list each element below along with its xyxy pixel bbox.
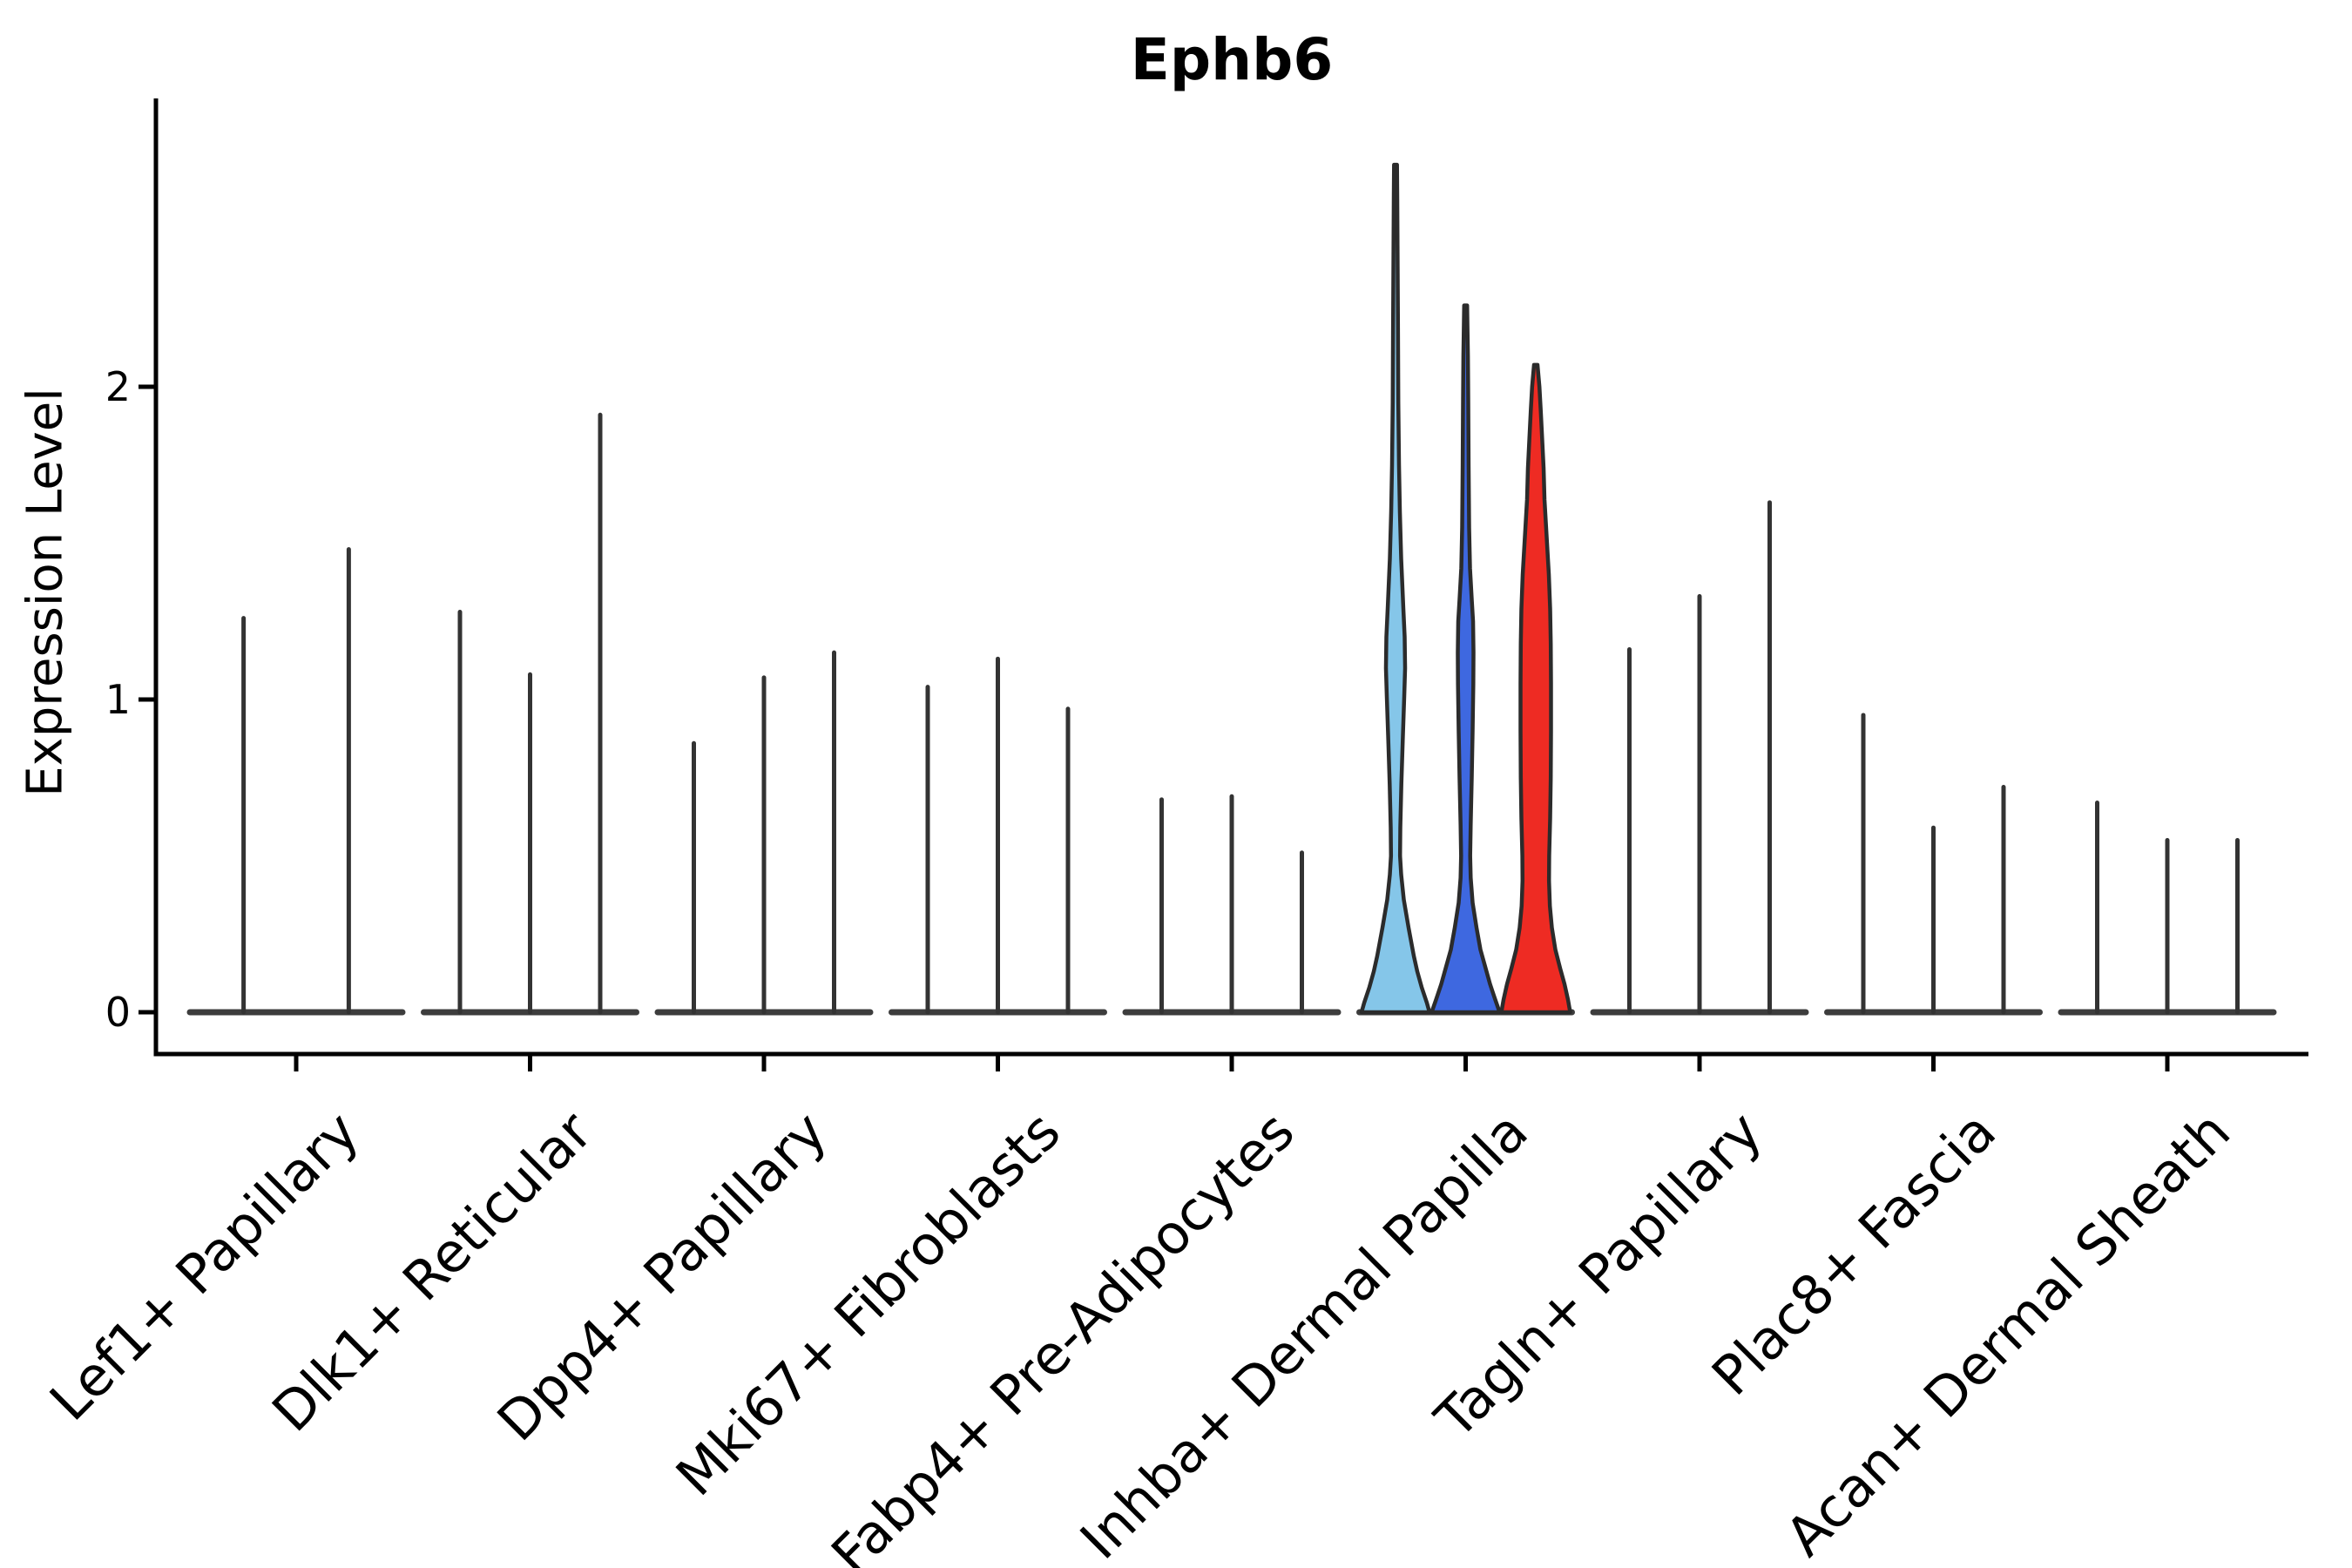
violin-body bbox=[1359, 162, 1432, 1015]
y-tick-label: 2 bbox=[105, 363, 131, 410]
violin-body bbox=[1499, 362, 1572, 1015]
violin-body bbox=[1429, 303, 1502, 1015]
y-tick-label: 0 bbox=[105, 989, 131, 1036]
y-axis-label: Expression Level bbox=[17, 388, 74, 797]
y-tick-label: 1 bbox=[105, 676, 131, 723]
plot-title: Ephb6 bbox=[1130, 26, 1334, 93]
